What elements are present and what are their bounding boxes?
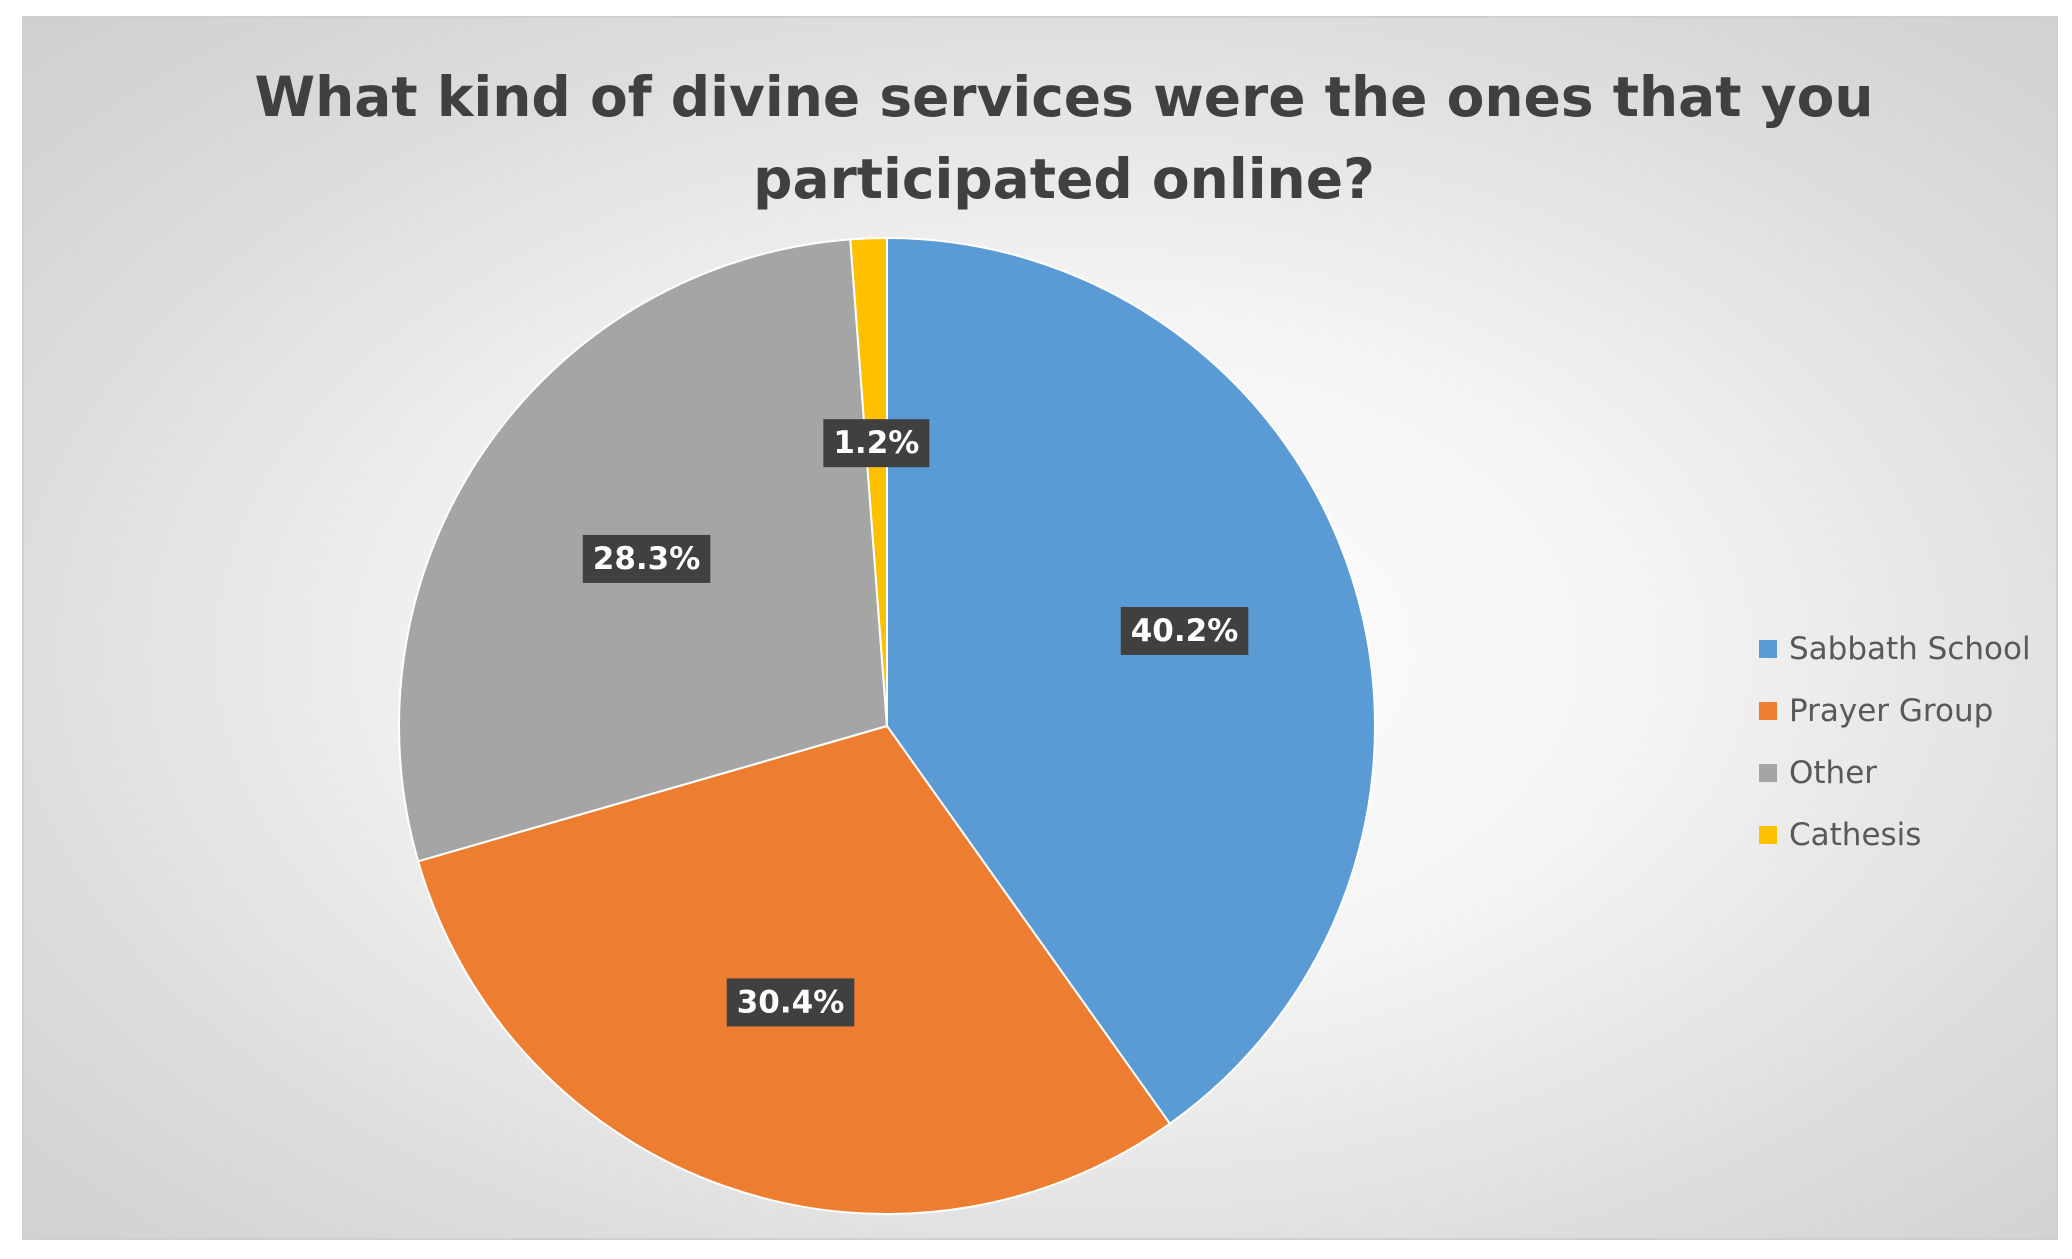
data-label-box [726, 978, 855, 1027]
data-label-box [582, 534, 711, 583]
pie-slice-cathesis [849, 236, 888, 727]
pie-data-labels: 40.2% 30.4% 28.3% 1.2% [582, 419, 1249, 1027]
legend-item-sabbath-school: Sabbath School [1759, 618, 2031, 680]
data-label-prayer-group: 30.4% [726, 978, 855, 1027]
chart-area: What kind of divine services were the on… [22, 16, 2058, 1240]
data-label-text: 1.2% [833, 425, 919, 461]
pie-slices [398, 236, 1376, 1215]
pie-plot: 40.2% 30.4% 28.3% 1.2% [398, 236, 1376, 1215]
legend-swatch [1759, 826, 1777, 844]
legend-swatch [1759, 764, 1777, 782]
legend-label: Sabbath School [1789, 631, 2031, 667]
pie-slice-sabbath-school [886, 236, 1376, 1126]
data-label-text: 28.3% [593, 541, 701, 577]
legend-label: Other [1789, 755, 1878, 791]
legend-label: Cathesis [1789, 817, 1922, 853]
chart-title: What kind of divine services were the on… [254, 65, 1874, 211]
data-label-box [823, 419, 930, 468]
legend-label: Prayer Group [1789, 693, 1994, 729]
data-label-other: 28.3% [582, 534, 711, 583]
legend-item-cathesis: Cathesis [1759, 804, 2031, 866]
data-label-box [1120, 606, 1249, 655]
legend-swatch [1759, 702, 1777, 720]
pie-slice-prayer-group [416, 724, 1172, 1215]
legend-item-prayer-group: Prayer Group [1759, 680, 2031, 742]
data-label-cathesis: 1.2% [823, 419, 930, 468]
legend-swatch [1759, 640, 1777, 658]
data-label-text: 30.4% [737, 984, 845, 1020]
data-label-sabbath-school: 40.2% [1120, 606, 1249, 655]
legend-item-other: Other [1759, 742, 2031, 804]
legend: Sabbath School Prayer Group Other Cathesis [1759, 618, 2031, 866]
data-label-text: 40.2% [1131, 613, 1239, 649]
